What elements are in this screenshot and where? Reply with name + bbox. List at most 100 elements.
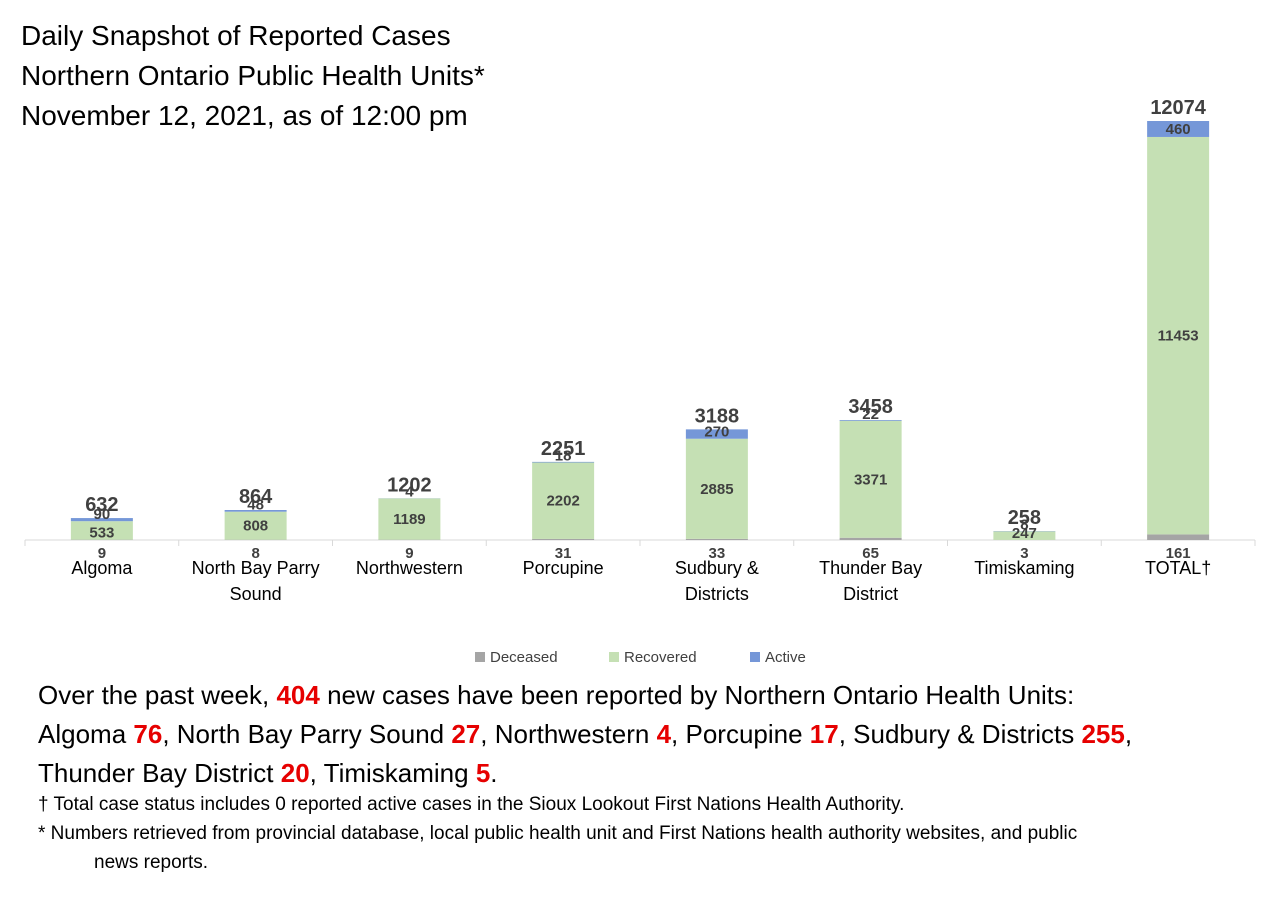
chart-title: Daily Snapshot of Reported Cases Norther…	[21, 16, 485, 136]
weekly-summary: Over the past week, 404 new cases have b…	[38, 676, 1273, 793]
data-label-recovered: 808	[243, 518, 268, 535]
summary-item: Algoma 76,	[38, 719, 177, 749]
summary-item-sep: ,	[838, 719, 854, 749]
data-label-recovered: 533	[89, 525, 114, 542]
bar-segment-recovered	[685, 438, 748, 539]
bar-segment-recovered	[70, 521, 133, 540]
data-label-active: 270	[704, 424, 729, 441]
data-label-recovered: 1189	[393, 511, 426, 528]
data-label-active: 48	[247, 497, 264, 514]
data-label-deceased: 33	[709, 545, 726, 562]
data-label-recovered: 11453	[1158, 328, 1199, 345]
x-tick-label: Sudbury &	[675, 558, 759, 578]
bar-segment-deceased	[685, 538, 748, 540]
x-tick-label: North Bay Parry	[192, 558, 320, 578]
bar-segment-active	[224, 510, 287, 512]
title-line-2: Northern Ontario Public Health Units*	[21, 60, 485, 91]
data-label-active: 460	[1166, 121, 1191, 138]
data-label-total: 1202	[387, 474, 432, 496]
summary-item-value: 4	[656, 719, 672, 749]
data-label-recovered: 2885	[700, 481, 733, 498]
summary-item: Northwestern 4,	[495, 719, 686, 749]
title-line-3: November 12, 2021, as of 12:00 pm	[21, 100, 468, 131]
summary-item: Sudbury & Districts 255,	[853, 719, 1132, 749]
x-tick-label: Sound	[230, 584, 282, 604]
data-label-total: 632	[85, 494, 118, 516]
summary-item-name: Northwestern	[494, 719, 657, 749]
data-label-recovered: 2202	[546, 493, 579, 510]
x-tick-label: Porcupine	[523, 558, 604, 578]
data-label-total: 3188	[695, 405, 740, 427]
summary-item-sep: ,	[671, 719, 686, 749]
summary-item-value: 76	[133, 719, 163, 749]
bar-segment-active	[1147, 121, 1210, 137]
summary-item-value: 27	[451, 719, 481, 749]
x-tick-label: TOTAL†	[1145, 558, 1211, 578]
x-tick-label: Northwestern	[356, 558, 463, 578]
footnote-total-status: † Total case status includes 0 reported …	[38, 794, 905, 815]
summary-total-new: 404	[276, 680, 320, 710]
summary-item-sep: .	[490, 758, 498, 788]
x-tick-label: Timiskaming	[974, 558, 1074, 578]
data-label-deceased: 9	[98, 545, 106, 562]
data-label-total: 12074	[1150, 97, 1206, 119]
summary-item-sep: ,	[309, 758, 324, 788]
data-label-total: 864	[239, 486, 273, 508]
bar-segment-recovered	[993, 531, 1056, 540]
data-label-deceased: 8	[251, 545, 259, 562]
summary-intro: Over the past week,	[38, 680, 277, 710]
summary-item: Porcupine 17,	[685, 719, 853, 749]
bar-segment-active	[685, 429, 748, 439]
footnotes: † Total case status includes 0 reported …	[38, 790, 1273, 877]
data-label-deceased: 31	[555, 545, 572, 562]
summary-item-value: 17	[809, 719, 839, 749]
footnote-sources-line-2: news reports.	[94, 852, 209, 873]
x-tick-label: Algoma	[71, 558, 133, 578]
summary-item-name: Sudbury & Districts	[853, 719, 1082, 749]
x-tick-label: Thunder Bay	[819, 558, 922, 578]
x-tick-label: District	[843, 584, 898, 604]
legend-swatch	[475, 652, 485, 662]
summary-item-sep: ,	[1124, 719, 1133, 749]
data-label-recovered: 247	[1012, 525, 1037, 542]
summary-item: North Bay Parry Sound 27,	[177, 719, 495, 749]
bar-segment-deceased	[532, 538, 595, 540]
summary-item-value: 255	[1081, 719, 1125, 749]
bar-segment-active	[70, 518, 133, 522]
summary-item-name: Thunder Bay District	[38, 758, 281, 788]
legend-label: Deceased	[490, 649, 558, 666]
bar-segment-active	[839, 419, 902, 421]
summary-item-name: Porcupine	[685, 719, 810, 749]
title-line-1: Daily Snapshot of Reported Cases	[21, 20, 451, 51]
data-label-active: 4	[405, 483, 414, 500]
summary-item: Timiskaming 5.	[324, 758, 498, 788]
summary-item-name: Timiskaming	[323, 758, 476, 788]
data-label-deceased: 161	[1166, 545, 1191, 562]
data-label-deceased: 9	[405, 545, 413, 562]
summary-item-name: Algoma	[38, 719, 134, 749]
summary-item-value: 20	[280, 758, 310, 788]
summary-item-value: 5	[475, 758, 491, 788]
x-tick-label: Districts	[685, 584, 749, 604]
bar-segment-recovered	[839, 420, 902, 538]
summary-item-name: North Bay Parry Sound	[176, 719, 452, 749]
data-label-deceased: 65	[862, 545, 879, 562]
bar-segment-deceased	[1147, 534, 1210, 540]
bar-segment-recovered	[378, 498, 441, 540]
legend-swatch	[750, 652, 760, 662]
bar-segment-deceased	[839, 537, 902, 540]
bar-segment-recovered	[1147, 136, 1210, 535]
data-label-deceased: 3	[1020, 545, 1028, 562]
legend-label: Recovered	[624, 649, 697, 666]
footnote-sources: * Numbers retrieved from provincial data…	[38, 819, 1273, 877]
bar-segment-recovered	[532, 462, 595, 539]
data-label-active: 18	[555, 448, 572, 465]
summary-item-sep: ,	[162, 719, 177, 749]
data-label-active: 22	[862, 406, 879, 423]
summary-item: Thunder Bay District 20,	[38, 758, 324, 788]
legend-label: Active	[765, 649, 806, 666]
footnote-sources-line-1: * Numbers retrieved from provincial data…	[38, 823, 1078, 844]
data-label-total: 258	[1008, 507, 1041, 529]
bar-segment-recovered	[224, 511, 287, 540]
